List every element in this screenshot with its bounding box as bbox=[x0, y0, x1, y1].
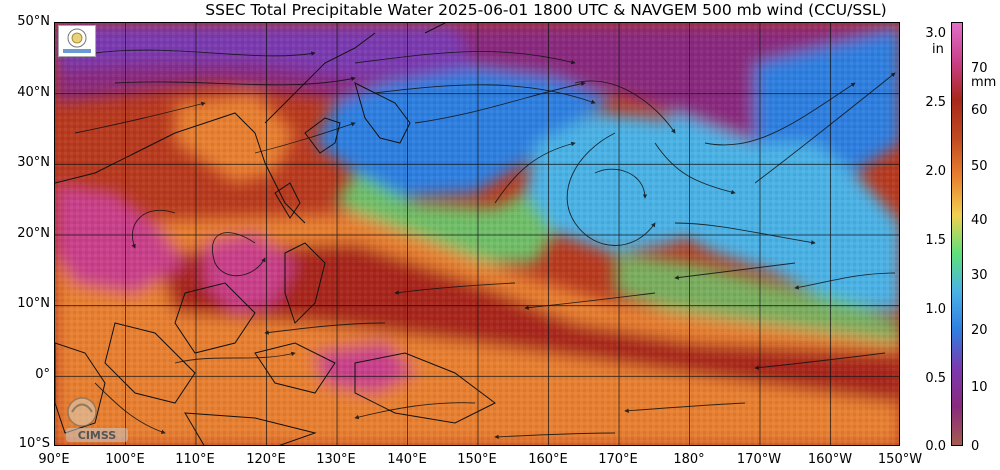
map-title: SSEC Total Precipitable Water 2025-06-01… bbox=[0, 0, 1000, 20]
lon-label-170e: 170°E bbox=[598, 452, 638, 467]
colorbar-tick-mm-70: 70 bbox=[971, 61, 988, 76]
cimss-logo: CIMSS bbox=[60, 388, 140, 444]
lat-label-equator: 0° bbox=[35, 367, 50, 382]
colorbar-tick-mm-60: 60 bbox=[971, 103, 988, 118]
tpw-field bbox=[55, 23, 899, 445]
wind-streamlines bbox=[74, 49, 896, 440]
colorbar-tick-in-1-5: 1.5 bbox=[925, 233, 946, 248]
cimss-logo-graphic: CIMSS bbox=[66, 397, 128, 442]
lat-label-20n: 20°N bbox=[17, 226, 50, 241]
colorbar-tick-mm-50: 50 bbox=[971, 159, 988, 174]
lon-label-120e: 120°E bbox=[246, 452, 286, 467]
lat-label-40n: 40°N bbox=[17, 85, 50, 100]
lon-label-160w: 160°W bbox=[807, 452, 853, 467]
cimss-logo-text: CIMSS bbox=[78, 429, 117, 442]
ssec-seal-icon bbox=[63, 28, 91, 53]
lon-label-130e: 130°E bbox=[316, 452, 356, 467]
colorbar-tick-in-0-5: 0.5 bbox=[925, 371, 946, 386]
lon-label-150e: 150°E bbox=[457, 452, 497, 467]
lon-label-140e: 140°E bbox=[387, 452, 427, 467]
colorbar-tick-in-2-5: 2.5 bbox=[925, 95, 946, 110]
lat-label-10n: 10°N bbox=[17, 296, 50, 311]
coastlines bbox=[55, 23, 496, 445]
colorbar-tick-mm-10: 10 bbox=[971, 380, 988, 395]
tpw-colorbar bbox=[951, 22, 963, 446]
lat-label-10s: 10°S bbox=[18, 436, 50, 451]
lat-label-50n: 50°N bbox=[17, 14, 50, 29]
colorbar-tick-mm-40: 40 bbox=[971, 213, 988, 228]
colorbar-unit-in: in bbox=[932, 42, 944, 57]
tpw-map-canvas bbox=[55, 23, 899, 445]
colorbar-tick-in-2-0: 2.0 bbox=[925, 164, 946, 179]
colorbar-tick-mm-20: 20 bbox=[971, 323, 988, 338]
colorbar-tick-in-3-0: 3.0 bbox=[925, 26, 946, 41]
colorbar-tick-mm-0: 0 bbox=[971, 439, 980, 454]
lon-label-90e: 90°E bbox=[38, 452, 70, 467]
tpw-map bbox=[54, 22, 900, 446]
colorbar-tick-in-1-0: 1.0 bbox=[925, 302, 946, 317]
lon-label-170w: 170°W bbox=[736, 452, 782, 467]
lon-label-150w: 150°W bbox=[877, 452, 923, 467]
grid-lines bbox=[55, 23, 899, 445]
lon-label-110e: 110°E bbox=[175, 452, 215, 467]
lon-label-100e: 100°E bbox=[105, 452, 145, 467]
colorbar-tick-mm-30: 30 bbox=[971, 268, 988, 283]
map-title-text: SSEC Total Precipitable Water 2025-06-01… bbox=[205, 1, 887, 19]
lon-label-160e: 160°E bbox=[528, 452, 568, 467]
colorbar-unit-mm: mm bbox=[971, 75, 997, 90]
lat-label-30n: 30°N bbox=[17, 155, 50, 170]
ssec-logo bbox=[58, 25, 96, 57]
lon-label-180: 180° bbox=[673, 452, 705, 467]
colorbar-tick-in-0-0: 0.0 bbox=[925, 439, 946, 454]
